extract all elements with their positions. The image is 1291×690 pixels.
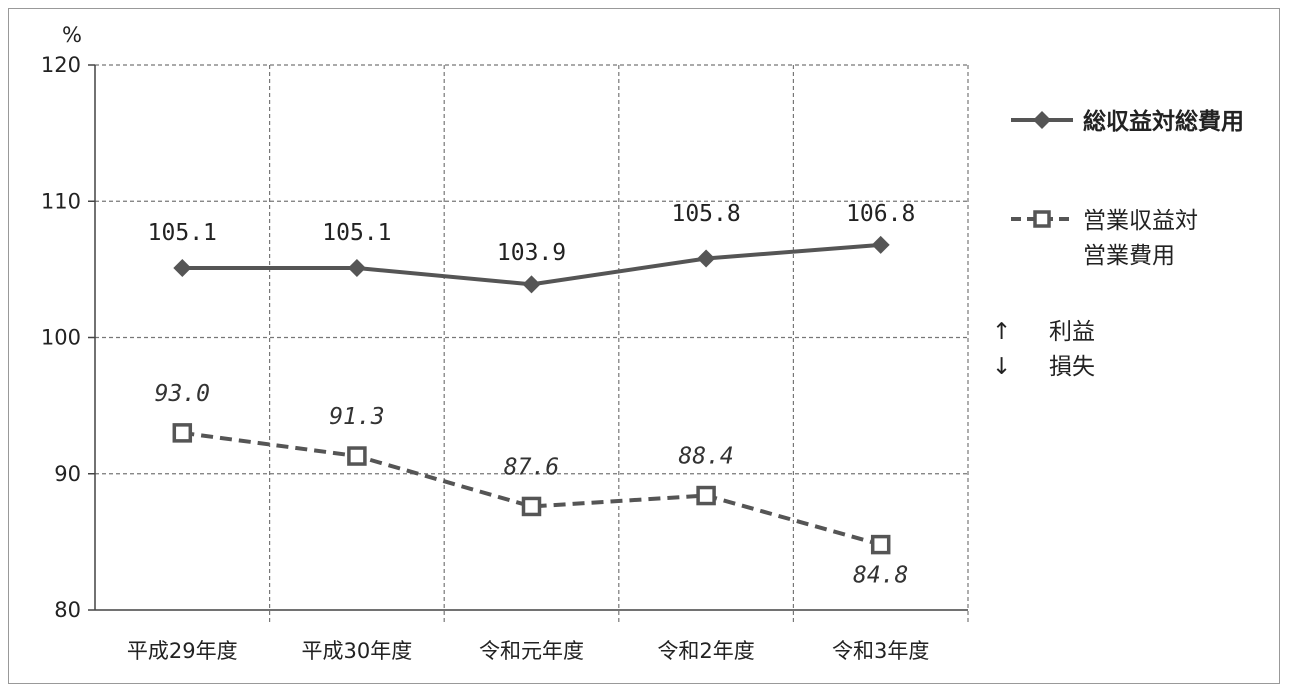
data-label-total: 106.8	[846, 201, 915, 227]
data-point-diamond	[173, 259, 192, 278]
legend: 総収益対総費用 営業収益対 営業費用	[1011, 108, 1244, 269]
legend-label-total: 総収益対総費用	[1083, 108, 1244, 135]
data-point-square	[521, 496, 542, 517]
x-tick-label: 令和2年度	[657, 639, 754, 663]
series-line-operating	[182, 430, 882, 547]
data-label-operating: 91.3	[329, 404, 384, 430]
x-tick-label: 平成29年度	[127, 639, 238, 663]
data-label-total: 105.8	[671, 201, 740, 227]
data-point-diamond	[871, 235, 890, 254]
legend-marker-square	[1033, 210, 1051, 228]
x-tick-label: 平成30年度	[302, 639, 413, 663]
data-label-operating: 88.4	[678, 444, 733, 470]
loss-label: 損失	[1049, 354, 1095, 380]
data-label-layer: 105.1 105.1 103.9 105.8 106.8 93.0 91.3 87.6 88.…	[148, 201, 916, 589]
data-point-diamond	[522, 275, 541, 294]
data-point-square	[696, 485, 716, 506]
data-point-diamond	[347, 259, 366, 278]
data-label-total: 105.1	[322, 220, 391, 246]
legend-item-total: 総収益対総費用	[1011, 108, 1244, 135]
data-point-diamond	[697, 249, 716, 268]
legend-label-operating-line2: 営業費用	[1083, 243, 1175, 269]
down-arrow: ↓	[992, 354, 1011, 380]
y-tick-label: 120	[41, 53, 81, 77]
legend-label-operating-line1: 営業収益対	[1083, 208, 1198, 234]
y-tick-label: 90	[54, 462, 81, 486]
up-arrow: ↑	[992, 319, 1011, 345]
data-label-operating: 87.6	[504, 454, 559, 480]
y-tick-label: 110	[41, 189, 81, 213]
grid-layer	[95, 64, 969, 622]
y-tick-label: 80	[54, 598, 81, 622]
legend-marker-diamond	[1033, 111, 1051, 129]
x-tick-label: 令和元年度	[479, 639, 584, 663]
profit-loss-annotation: ↑ 利益 ↓ 損失	[992, 319, 1095, 380]
data-label-total: 103.9	[497, 240, 566, 266]
data-point-square	[347, 446, 367, 466]
axis-layer: % 80 90 100 110 120 平成29年度 平成30年度 令和元年度 令和2年度 令和3…	[41, 23, 968, 663]
y-axis-unit: %	[62, 23, 82, 47]
data-point-square	[870, 534, 891, 555]
y-tick-label: 100	[41, 326, 81, 350]
data-label-operating: 84.8	[853, 563, 908, 589]
profit-label: 利益	[1049, 319, 1095, 345]
data-point-square	[172, 423, 193, 443]
data-label-operating: 93.0	[155, 381, 210, 407]
x-tick-label: 令和3年度	[832, 639, 929, 663]
series-layer	[172, 235, 891, 555]
data-label-total: 105.1	[148, 220, 217, 246]
legend-item-operating: 営業収益対 営業費用	[1011, 208, 1198, 269]
